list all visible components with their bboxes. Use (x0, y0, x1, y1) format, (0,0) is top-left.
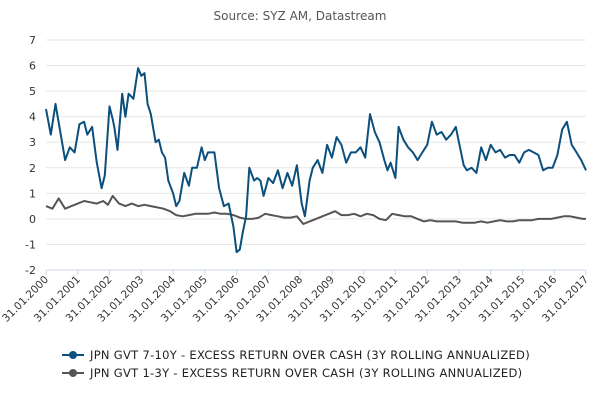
y-tick-label: 7 (29, 34, 36, 47)
chart-source: Source: SYZ AM, Datastream (214, 9, 387, 23)
y-grid (46, 39, 586, 271)
legend-marker-1-3y (62, 368, 84, 378)
series-line-1 (45, 194, 586, 225)
y-tick-label: -1 (25, 238, 36, 251)
y-tick-label: 6 (29, 60, 36, 73)
y-tick-label: 3 (29, 136, 36, 149)
x-axis: 31.01.200031.01.200131.01.200231.01.2003… (0, 269, 591, 325)
legend-item-7-10y[interactable]: JPN GVT 7-10Y - EXCESS RETURN OVER CASH … (62, 346, 530, 364)
y-tick-label: 0 (29, 213, 36, 226)
y-tick-label: 4 (29, 111, 36, 124)
series-lines (45, 67, 587, 254)
y-axis: 7 6 5 4 3 2 1 0 -1 -2 (25, 34, 36, 277)
y-tick-label: -2 (25, 264, 36, 277)
series-line-0 (45, 67, 587, 254)
y-tick-label: 5 (29, 85, 36, 98)
legend-item-1-3y[interactable]: JPN GVT 1-3Y - EXCESS RETURN OVER CASH (… (62, 364, 530, 382)
legend-label-1-3y: JPN GVT 1-3Y - EXCESS RETURN OVER CASH (… (90, 366, 523, 380)
legend: JPN GVT 7-10Y - EXCESS RETURN OVER CASH … (62, 346, 530, 382)
legend-label-7-10y: JPN GVT 7-10Y - EXCESS RETURN OVER CASH … (90, 348, 531, 362)
y-tick-label: 2 (29, 162, 36, 175)
legend-marker-7-10y (62, 350, 84, 360)
y-tick-label: 1 (29, 187, 36, 200)
